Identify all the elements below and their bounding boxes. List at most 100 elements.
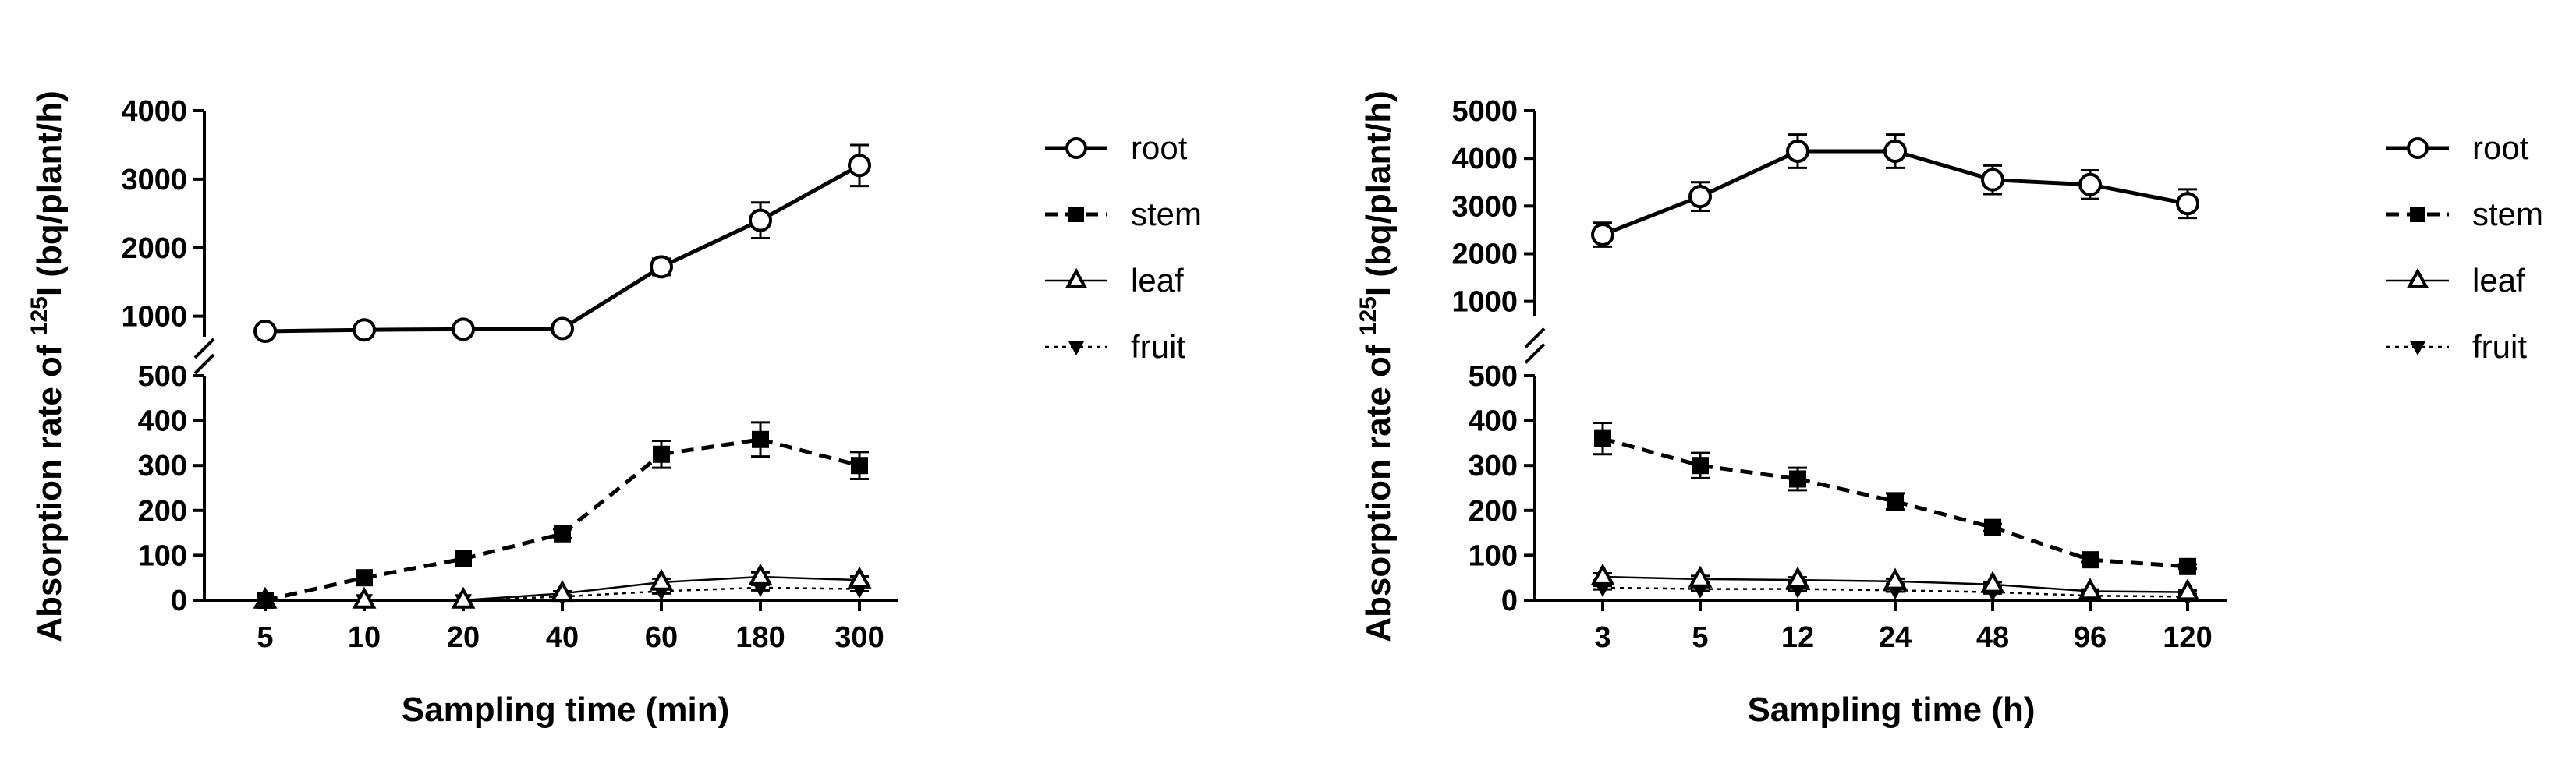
legend-marker-fruit: [2410, 341, 2425, 355]
data-point-root: [1981, 168, 2004, 192]
series-line-segment: [760, 575, 860, 581]
series-line-segment: [561, 452, 663, 536]
chart-panel-min: Sampling time (min) Absorption rate of 1…: [27, 90, 1202, 729]
series-line-segment: [462, 532, 563, 561]
axis-break-mark: [193, 338, 215, 359]
legend-label: root: [2472, 129, 2529, 166]
legend-marker-root: [1065, 137, 1087, 159]
series-line-segment: [1894, 149, 1993, 182]
series-line-segment: [760, 586, 860, 590]
data-point-leaf: [2175, 578, 2200, 601]
series-line-segment: [1992, 583, 2091, 592]
x-axis-label: Sampling time (min): [402, 691, 729, 729]
y-tick-label: 5000: [1451, 95, 1518, 128]
y-axis-label: Absorption rate of 125I (bq/plant/h): [1355, 90, 1398, 642]
y-tick-label: 2000: [1451, 238, 1518, 270]
y-tick-labels: 0 100 200 300 400 500 1000 2000 3000 4000: [121, 95, 204, 617]
x-tick-label: 5: [1692, 621, 1708, 654]
x-tick-label: 96: [2074, 621, 2107, 654]
y-tick-label: 4000: [1451, 143, 1518, 175]
x-tick-label: 120: [2163, 621, 2212, 654]
data-point-root: [1688, 185, 1712, 209]
data-point-leaf: [1980, 571, 2005, 593]
y-tick-label: 100: [138, 539, 187, 572]
x-tick-label: 180: [735, 621, 785, 654]
data-point-root: [1883, 139, 1907, 163]
series-line-segment: [1992, 591, 2091, 597]
y-axis-label-superscript: 125: [27, 296, 52, 335]
x-tick-label: 48: [1976, 621, 2009, 654]
series-line-segment: [661, 575, 761, 584]
data-point-stem: [2179, 557, 2196, 575]
y-tick-label: 1000: [1451, 286, 1518, 319]
y-tick-label: 0: [171, 585, 187, 617]
series-line-segment: [1894, 589, 1993, 593]
axis-break-mark: [1524, 327, 1546, 348]
data-point-leaf: [2078, 578, 2103, 600]
legend-label: leaf: [2472, 262, 2525, 299]
series-line-segment: [2089, 557, 2188, 569]
data-point-root: [1591, 223, 1614, 247]
chart-panel-hours: Sampling time (h) Absorption rate of 125…: [1355, 90, 2543, 729]
x-tick-label: 60: [645, 621, 678, 654]
y-axis-label-prefix: Absorption rate of: [1359, 335, 1398, 642]
y-tick-labels: 0 100 200 300 400 500 1000 2000 3000 4000 5000: [1451, 95, 1535, 617]
data-point-root: [452, 317, 475, 341]
axes: [1524, 111, 2227, 602]
data-point-leaf: [649, 568, 674, 591]
y-tick-label: 500: [1469, 360, 1518, 393]
data-point-leaf: [352, 586, 377, 609]
series-line-segment: [1699, 149, 1799, 199]
series-line-segment: [1992, 525, 2091, 562]
series-line-segment: [561, 265, 663, 331]
series-stem: [257, 421, 869, 609]
series-line-segment: [562, 581, 662, 595]
x-axis-label: Sampling time (h): [1747, 691, 2035, 729]
x-tick-label: 24: [1879, 621, 1912, 654]
legend-marker-fruit: [1068, 341, 1084, 355]
y-axis-label-prefix: Absorption rate of: [30, 335, 69, 642]
series-line-segment: [1894, 499, 1993, 530]
series-stem: [1593, 421, 2197, 575]
legend-label: root: [1131, 129, 1188, 166]
legend-label: fruit: [1131, 328, 1185, 365]
series-line-segment: [363, 557, 464, 580]
x-tick-labels: 3 5 12 24 48 96 120: [1594, 600, 2213, 654]
data-point-stem: [1789, 470, 1806, 488]
y-axis-label-suffix: I (bq/plant/h): [1359, 90, 1398, 296]
data-point-fruit: [1594, 581, 1611, 597]
x-tick-label: 300: [834, 621, 884, 654]
data-point-root: [650, 255, 673, 279]
series-root: [253, 143, 871, 343]
data-point-leaf: [550, 580, 575, 603]
legend-item-fruit: fruit: [1045, 328, 1185, 365]
data-point-root: [2078, 172, 2102, 196]
series-line-segment: [2089, 182, 2188, 206]
data-point-stem: [356, 569, 373, 587]
x-tick-label: 40: [546, 621, 579, 654]
y-tick-label: 400: [138, 405, 187, 438]
series-line-segment: [661, 437, 761, 457]
series-line-segment: [1602, 437, 1701, 468]
y-tick-label: 200: [1469, 495, 1518, 528]
legend-marker-stem: [2410, 207, 2425, 222]
series-line-segment: [660, 218, 762, 269]
data-point-root: [2176, 192, 2199, 216]
series-line-segment: [759, 164, 861, 222]
legend-label: leaf: [1131, 262, 1184, 299]
x-tick-label: 10: [348, 621, 381, 654]
series-line-segment: [2089, 590, 2188, 593]
data-point-leaf: [748, 563, 773, 585]
legend-item-root: root: [1045, 129, 1188, 166]
data-point-stem: [1887, 493, 1904, 511]
series-line-segment: [1797, 477, 1896, 504]
y-axis-label: Absorption rate of 125I (bq/plant/h): [27, 90, 69, 642]
data-point-leaf: [1590, 563, 1615, 585]
legend-label: stem: [2472, 196, 2543, 232]
x-tick-label: 5: [257, 621, 273, 654]
series-line-segment: [462, 326, 563, 331]
data-point-root: [749, 208, 772, 232]
legend-marker-leaf: [1065, 267, 1088, 288]
y-tick-label: 2000: [121, 232, 187, 265]
